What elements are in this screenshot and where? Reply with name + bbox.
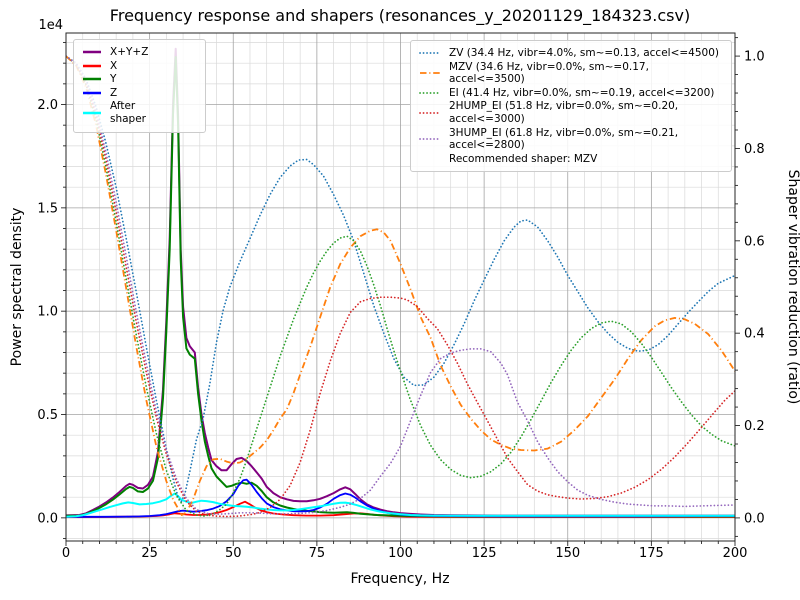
legend-entry: After shaper <box>82 100 197 125</box>
legend-entry: ZV (34.4 Hz, vibr=4.0%, sm~=0.13, accel<… <box>419 47 723 60</box>
y-left-axis-label: Power spectral density <box>9 208 25 367</box>
legend-entry: EI (41.4 Hz, vibr=0.0%, sm~=0.19, accel<… <box>419 87 723 100</box>
legend-entry-label: EI (41.4 Hz, vibr=0.0%, sm~=0.19, accel<… <box>449 86 715 99</box>
y-left-tick-label: 2.0 <box>37 98 58 113</box>
series-y <box>66 56 735 518</box>
x-tick-label: 125 <box>472 546 497 561</box>
legend-entry-label: After shaper <box>110 100 147 125</box>
legend-line-sample-3hump_ei <box>419 138 441 141</box>
y-right-tick-label: 0.6 <box>744 234 765 249</box>
legend-entry-label: X+Y+Z <box>110 46 149 58</box>
y-left-tick-label: 0.0 <box>37 511 58 526</box>
y-left-tick-label: 1.5 <box>37 201 58 216</box>
legend-entry: X+Y+Z <box>82 46 197 59</box>
legend-entry-label: ZV (34.4 Hz, vibr=4.0%, sm~=0.13, accel<… <box>449 47 719 59</box>
legend-line-sample-after-shaper <box>83 111 101 115</box>
legend-line-sample-mzv <box>420 72 440 75</box>
x-tick-label: 75 <box>309 546 326 561</box>
series-shaper-mzv <box>66 55 735 516</box>
y-right-tick-label: 0.4 <box>744 327 765 342</box>
legend-line-sample-x <box>83 64 101 68</box>
series-x+y+z <box>66 47 735 517</box>
legend-line-sample-x+y+z <box>83 51 101 54</box>
series-shaper-2hump_ei <box>66 55 735 518</box>
y-right-tick-label: 1.0 <box>744 50 765 65</box>
y-left-tick-label: 0.5 <box>37 408 58 423</box>
legend-footer-row: Recommended shaper: MZV <box>419 153 723 166</box>
recommended-shaper-text: Recommended shaper: MZV <box>449 152 598 165</box>
y-right-tick-label: 0.0 <box>744 511 765 526</box>
tick-marks <box>61 37 740 546</box>
x-tick-label: 100 <box>388 546 413 561</box>
legend-entry: X <box>82 60 197 73</box>
legend-entry-label: MZV (34.6 Hz, vibr=0.0%, sm~=0.17, accel… <box>449 60 649 86</box>
x-axis-label: Frequency, Hz <box>350 571 449 587</box>
legend-entry: Y <box>82 73 197 86</box>
legend-entry: MZV (34.6 Hz, vibr=0.0%, sm~=0.17, accel… <box>419 61 723 86</box>
x-tick-label: 175 <box>639 546 664 561</box>
tick-labels: 0 25 50 75 100 125 150 175 200 0.0 0.5 1.0 1.5 2.0 0.0… <box>37 50 764 561</box>
legend-entry: 3HUMP_EI (61.8 Hz, vibr=0.0%, sm~=0.21, … <box>419 127 723 152</box>
x-tick-label: 50 <box>225 546 242 561</box>
y-left-offset-label: 1e4 <box>38 18 63 33</box>
legend-line-sample-y <box>83 78 101 81</box>
x-tick-label: 200 <box>723 546 748 561</box>
legend-entry-label: 3HUMP_EI (61.8 Hz, vibr=0.0%, sm~=0.21, … <box>449 126 679 152</box>
y-right-tick-label: 0.8 <box>744 142 765 157</box>
series-after-shaper <box>66 492 735 518</box>
legend-entry: 2HUMP_EI (51.8 Hz, vibr=0.0%, sm~=0.20, … <box>419 100 723 125</box>
series-shaper-ei <box>66 55 735 517</box>
legend-shapers: ZV (34.4 Hz, vibr=4.0%, sm~=0.13, accel<… <box>410 40 732 173</box>
y-left-tick-label: 1.0 <box>37 305 58 320</box>
x-tick-label: 25 <box>141 546 158 561</box>
legend-line-sample-ei <box>419 92 441 94</box>
y-right-axis-label: Shaper vibration reduction (ratio) <box>785 170 800 405</box>
x-tick-label: 0 <box>62 546 70 561</box>
y-right-tick-label: 0.2 <box>744 419 765 434</box>
legend-psd-curves: X+Y+Z X Y Z After shaper <box>73 39 206 133</box>
legend-entry-label: X <box>110 59 118 72</box>
legend-line-sample-zv <box>419 52 441 55</box>
legend-entry-label: Z <box>110 86 118 99</box>
legend-entry-label: Y <box>110 73 117 86</box>
legend-entry-label: 2HUMP_EI (51.8 Hz, vibr=0.0%, sm~=0.20, … <box>449 100 679 125</box>
legend-line-sample-z <box>83 91 101 95</box>
x-tick-label: 150 <box>555 546 580 561</box>
chart-title: Frequency response and shapers (resonanc… <box>110 6 690 26</box>
legend-entry: Z <box>82 87 197 100</box>
series-shaper-3hump_ei <box>66 55 735 516</box>
legend-line-sample-2hump_ei <box>419 112 441 114</box>
curves <box>66 47 735 518</box>
